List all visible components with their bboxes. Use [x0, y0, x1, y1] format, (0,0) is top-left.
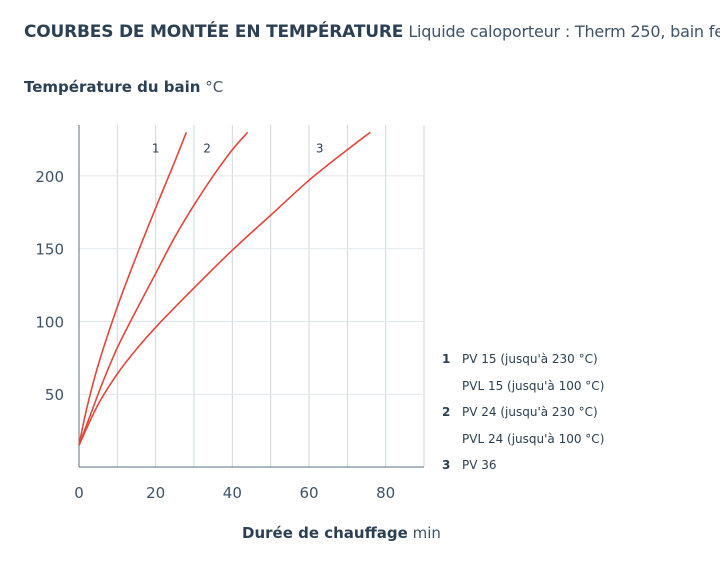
- legend-item: 2 PV 24 (jusqu'à 230 °C): [442, 403, 604, 430]
- x-tick-label: 80: [376, 484, 395, 502]
- y-axis-label: Température du bain °C: [24, 78, 223, 96]
- grid-layer: [79, 125, 425, 467]
- series-line-3: [78, 131, 371, 446]
- legend-item: 1 PV 15 (jusqu'à 230 °C): [442, 350, 604, 377]
- y-tick-label: 150: [35, 241, 64, 259]
- x-axis-unit: min: [412, 524, 441, 542]
- legend: 1 PV 15 (jusqu'à 230 °C) PVL 15 (jusqu'à…: [442, 350, 604, 483]
- title-subtitle: Liquide caloporteur : Therm 250, bain fe…: [408, 22, 720, 41]
- legend-text: PV 36: [462, 458, 497, 472]
- legend-item: 3 PV 36: [442, 456, 604, 483]
- y-tick-label: 50: [45, 386, 64, 404]
- title-main: COURBES DE MONTÉE EN TEMPÉRATURE: [24, 22, 404, 42]
- x-tick-label: 20: [146, 484, 165, 502]
- legend-item: PVL 24 (jusqu'à 100 °C): [442, 430, 604, 457]
- x-axis-title: Durée de chauffage: [242, 524, 408, 542]
- legend-text: PV 24 (jusqu'à 230 °C): [462, 405, 598, 419]
- x-tick-label: 0: [74, 484, 84, 502]
- axis-layer: [78, 125, 424, 468]
- label-layer: 50 100 150 200 0 20 40 60 80 1 2 3: [35, 141, 395, 502]
- legend-text: PVL 15 (jusqu'à 100 °C): [462, 378, 605, 393]
- legend-number: [442, 430, 462, 457]
- y-axis-title: Température du bain: [24, 78, 201, 96]
- series-line-2: [78, 131, 249, 446]
- y-axis-unit: °C: [205, 78, 224, 96]
- curve-label-1: 1: [152, 141, 160, 155]
- legend-item: PVL 15 (jusqu'à 100 °C): [442, 377, 604, 404]
- legend-number: [442, 377, 462, 404]
- y-tick-label: 100: [35, 313, 64, 331]
- legend-number: 1: [442, 352, 451, 366]
- legend-number: 3: [442, 458, 451, 472]
- chart-title: COURBES DE MONTÉE EN TEMPÉRATURE Liquide…: [24, 22, 720, 42]
- curve-label-2: 2: [203, 141, 211, 155]
- x-tick-label: 60: [299, 484, 318, 502]
- x-axis-label: Durée de chauffage min: [242, 524, 441, 542]
- legend-text: PV 15 (jusqu'à 230 °C): [462, 352, 598, 366]
- x-tick-label: 40: [223, 484, 242, 502]
- series-layer: [78, 131, 371, 446]
- legend-text: PVL 24 (jusqu'à 100 °C): [462, 431, 605, 446]
- curve-label-3: 3: [316, 141, 324, 155]
- series-line-1: [78, 131, 188, 446]
- legend-number: 2: [442, 405, 451, 419]
- y-tick-label: 200: [35, 168, 64, 186]
